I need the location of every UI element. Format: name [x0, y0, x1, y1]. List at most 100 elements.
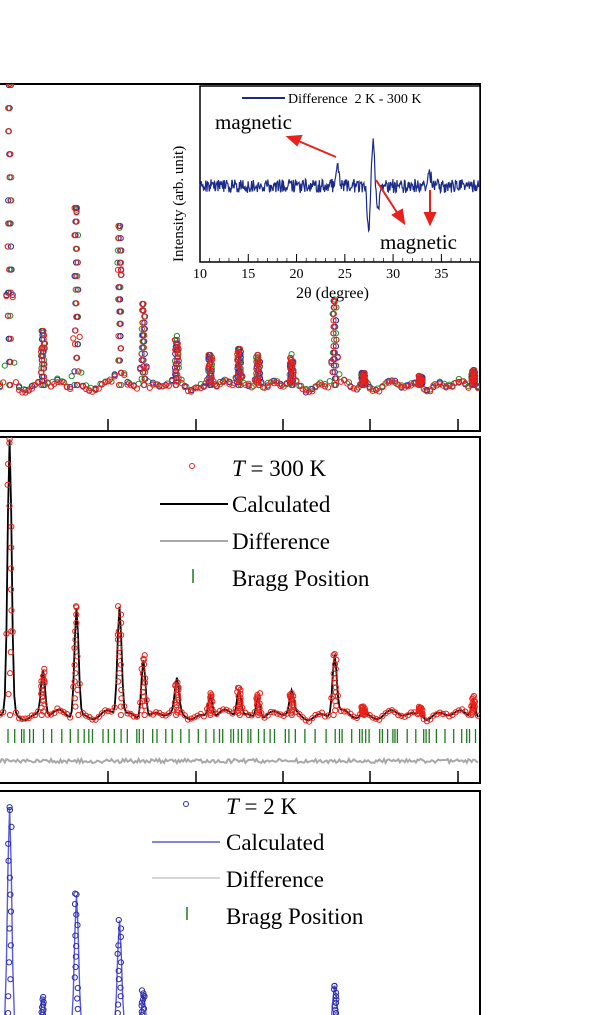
- data-point-300k: [8, 628, 15, 635]
- data-point-red: [73, 354, 80, 361]
- data-point-300k: [216, 707, 223, 715]
- data-point-300k: [39, 694, 46, 701]
- data-point-300k: [433, 711, 440, 718]
- legend-label-difference-300k: Difference: [232, 529, 330, 554]
- data-point-2k: [5, 993, 12, 1000]
- data-point-300k: [470, 692, 477, 700]
- data-point-red: [72, 245, 80, 252]
- data-point-300k: [302, 717, 309, 724]
- data-point-red: [118, 271, 125, 278]
- legend-label-calculated-2k: Calculated: [226, 830, 325, 855]
- data-point-red: [443, 384, 450, 391]
- data-point-red: [382, 380, 389, 387]
- data-point-blue: [171, 364, 179, 371]
- data-point-300k: [5, 691, 12, 698]
- data-point-300k: [223, 706, 230, 713]
- data-point-red: [139, 307, 146, 314]
- data-point-300k: [330, 652, 337, 659]
- data-point-red: [439, 382, 446, 389]
- data-point-red: [330, 310, 337, 317]
- data-point-300k: [118, 695, 125, 702]
- data-point-blue: [172, 371, 179, 378]
- data-point-2k: [333, 989, 340, 996]
- data-point-2k: [8, 823, 15, 831]
- data-point-300k: [331, 651, 338, 658]
- data-point-300k: [124, 710, 131, 717]
- data-point-red: [235, 362, 242, 369]
- data-point-red: [146, 384, 153, 391]
- data-point-red: [332, 362, 339, 369]
- data-point-300k: [71, 695, 79, 702]
- data-point-2k: [40, 993, 47, 1001]
- data-point-red: [41, 332, 48, 339]
- data-point-2k: [138, 999, 145, 1006]
- data-point-red: [7, 335, 14, 342]
- data-point-300k: [235, 709, 242, 717]
- data-point-blue: [141, 319, 148, 326]
- data-point-300k: [38, 687, 46, 694]
- data-point-2k: [71, 974, 78, 981]
- data-point-red: [137, 366, 144, 373]
- data-point-2k: [72, 890, 79, 897]
- data-point-300k: [309, 715, 316, 722]
- data-point-300k: [75, 711, 82, 719]
- data-point-red: [74, 273, 81, 280]
- data-point-blue: [302, 389, 309, 396]
- data-point-300k: [73, 611, 80, 618]
- data-point-300k: [267, 708, 274, 716]
- data-point-red: [287, 354, 294, 362]
- data-point-red: [127, 382, 134, 389]
- data-point-300k: [306, 718, 313, 725]
- data-point-red: [41, 377, 48, 384]
- data-point-300k: [7, 565, 15, 572]
- data-point-300k: [44, 711, 51, 718]
- data-point-300k: [19, 715, 26, 723]
- data-point-2k: [73, 943, 80, 950]
- data-point-blue: [141, 350, 148, 357]
- data-point-green: [175, 361, 182, 368]
- data-point-300k: [385, 708, 392, 715]
- data-point-red: [73, 313, 80, 320]
- legend-label-bragg-2k: Bragg Position: [226, 904, 364, 929]
- middle-300k-plot: [0, 437, 480, 783]
- data-point-300k: [41, 679, 48, 687]
- data-point-green: [118, 381, 125, 389]
- data-point-blue: [16, 384, 23, 391]
- data-point-300k: [12, 709, 19, 716]
- data-point-300k: [116, 644, 123, 652]
- data-point-300k: [415, 703, 422, 710]
- data-point-2k: [115, 942, 122, 949]
- data-point-2k: [331, 986, 338, 993]
- data-point-300k: [337, 707, 345, 715]
- data-point-green: [121, 370, 128, 377]
- data-point-2k: [140, 990, 147, 997]
- inset-x-axis-label: 2θ (degree): [296, 285, 369, 302]
- data-point-2k: [74, 984, 81, 992]
- data-point-300k: [6, 437, 13, 443]
- data-point-red: [205, 351, 212, 359]
- data-point-300k: [7, 649, 14, 656]
- data-point-green: [333, 304, 340, 311]
- data-point-green: [114, 259, 121, 266]
- data-point-red: [264, 384, 271, 391]
- data-point-red: [6, 266, 13, 273]
- data-point-red: [139, 319, 146, 326]
- annotation-arrows: [285, 134, 437, 227]
- data-point-red: [469, 368, 476, 375]
- data-point-300k: [95, 713, 102, 720]
- data-point-300k: [41, 701, 48, 708]
- arrow-mid: [375, 179, 399, 215]
- data-point-red: [95, 385, 102, 392]
- data-point-red: [392, 379, 399, 386]
- data-point-blue: [332, 317, 339, 324]
- data-point-300k: [38, 683, 45, 690]
- data-point-blue: [332, 343, 340, 350]
- data-point-red: [63, 384, 71, 391]
- arrow-left-head: [285, 134, 303, 147]
- data-point-red: [60, 379, 67, 386]
- data-point-red: [318, 381, 325, 388]
- data-point-red: [74, 381, 81, 389]
- data-point-2k: [117, 925, 125, 932]
- data-point-blue: [71, 273, 78, 280]
- data-point-2k: [7, 891, 14, 898]
